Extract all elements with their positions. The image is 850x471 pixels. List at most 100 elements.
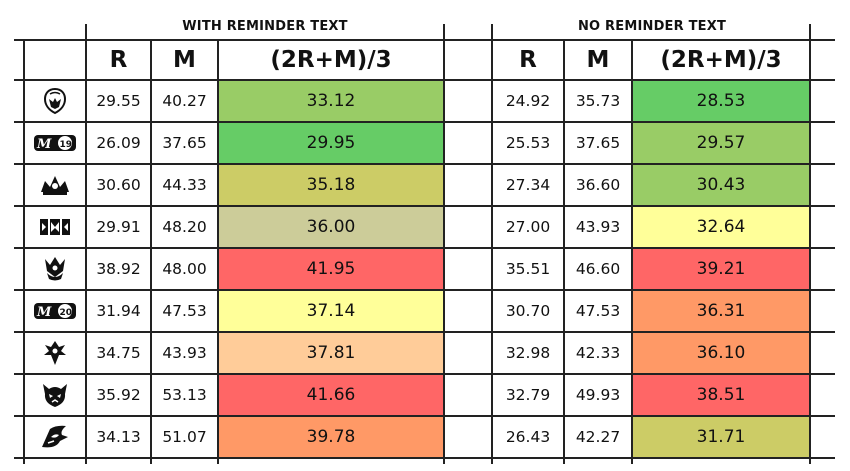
throne-icon [41, 255, 69, 283]
cell-avg-with-reminder: 37.81 [218, 332, 444, 374]
horizontal-rule [14, 247, 835, 249]
cell-avg-with-reminder: 41.66 [218, 374, 444, 416]
m20-icon: M 20 [33, 301, 77, 321]
vertical-rule [443, 24, 445, 464]
set-icon-cell: M 20 [24, 290, 86, 332]
cell-m-no-reminder: 36.60 [575, 176, 621, 194]
header-m-right: M [586, 47, 610, 73]
set-icon-cell [24, 206, 86, 248]
cell-r-no-reminder: 32.79 [505, 386, 551, 404]
cell-m-with-reminder: 37.65 [162, 134, 207, 152]
cell-r-with-reminder: 34.75 [96, 344, 141, 362]
vertical-rule [85, 24, 87, 464]
cell-m-no-reminder: 35.73 [575, 92, 621, 110]
header-r-left: R [109, 47, 128, 73]
cell-avg-with-reminder: 33.12 [218, 80, 444, 122]
horizontal-rule [14, 415, 835, 417]
vertical-rule [23, 40, 25, 464]
cell-m-with-reminder: 44.33 [162, 176, 207, 194]
cell-m-with-reminder: 47.53 [162, 302, 207, 320]
set-icon-cell [24, 416, 86, 458]
cell-r-no-reminder: 26.43 [505, 428, 551, 446]
set-icon-cell [24, 374, 86, 416]
horizontal-rule [14, 289, 835, 291]
set-icon-cell [24, 164, 86, 206]
group-title-with-reminder: WITH REMINDER TEXT [182, 18, 348, 34]
cell-avg-with-reminder: 29.95 [218, 122, 444, 164]
cell-avg-no-reminder: 32.64 [632, 206, 810, 248]
cell-r-with-reminder: 29.91 [96, 218, 141, 236]
set-icon-cell [24, 248, 86, 290]
header-m-left: M [173, 47, 196, 73]
cell-r-no-reminder: 32.98 [505, 344, 551, 362]
m19-icon: M 19 [33, 133, 77, 153]
crown-icon [38, 172, 72, 198]
vertical-rule [563, 40, 565, 464]
header-formula-right: (2R+M)/3 [660, 47, 782, 73]
cell-avg-no-reminder: 29.57 [632, 122, 810, 164]
war-of-spark-icon [38, 216, 72, 238]
header-r-right: R [519, 47, 537, 73]
cell-avg-no-reminder: 30.43 [632, 164, 810, 206]
cell-avg-no-reminder: 36.10 [632, 332, 810, 374]
vertical-rule [217, 40, 219, 464]
set-icon-cell [24, 80, 86, 122]
cell-r-no-reminder: 24.92 [505, 92, 551, 110]
cell-m-no-reminder: 43.93 [575, 218, 621, 236]
cell-avg-with-reminder: 37.14 [218, 290, 444, 332]
cell-r-with-reminder: 29.55 [96, 92, 141, 110]
set-icon-cell [24, 332, 86, 374]
vertical-rule [809, 24, 811, 464]
cell-r-with-reminder: 38.92 [96, 260, 141, 278]
cell-avg-with-reminder: 39.78 [218, 416, 444, 458]
cell-m-no-reminder: 47.53 [575, 302, 621, 320]
cell-r-with-reminder: 26.09 [96, 134, 141, 152]
vertical-rule [150, 40, 152, 464]
cell-m-with-reminder: 53.13 [162, 386, 207, 404]
horizontal-rule [14, 457, 835, 459]
cell-avg-no-reminder: 31.71 [632, 416, 810, 458]
cell-m-with-reminder: 51.07 [162, 428, 207, 446]
set-icon-cell: M 19 [24, 122, 86, 164]
cell-r-no-reminder: 27.34 [505, 176, 551, 194]
cell-r-with-reminder: 35.92 [96, 386, 141, 404]
cell-r-no-reminder: 30.70 [505, 302, 551, 320]
skull-icon [40, 381, 70, 409]
horizontal-rule [14, 331, 835, 333]
cell-avg-no-reminder: 38.51 [632, 374, 810, 416]
cell-r-no-reminder: 27.00 [505, 218, 551, 236]
cell-avg-no-reminder: 39.21 [632, 248, 810, 290]
svg-text:M: M [36, 137, 52, 152]
cell-m-no-reminder: 37.65 [575, 134, 621, 152]
cell-m-no-reminder: 49.93 [575, 386, 621, 404]
svg-text:20: 20 [60, 308, 73, 318]
cell-m-with-reminder: 43.93 [162, 344, 207, 362]
svg-text:M: M [36, 305, 52, 320]
ikoria-icon [42, 339, 68, 367]
helmet-icon [41, 87, 69, 115]
cell-avg-with-reminder: 36.00 [218, 206, 444, 248]
horizontal-rule [14, 39, 835, 41]
cell-avg-with-reminder: 41.95 [218, 248, 444, 290]
kaldheim-icon [38, 423, 72, 451]
cell-m-no-reminder: 46.60 [575, 260, 621, 278]
cell-m-no-reminder: 42.33 [575, 344, 621, 362]
cell-r-with-reminder: 30.60 [96, 176, 141, 194]
horizontal-rule [14, 79, 835, 81]
cell-m-with-reminder: 40.27 [162, 92, 207, 110]
vertical-rule [491, 24, 493, 464]
vertical-rule [631, 40, 633, 464]
horizontal-rule [14, 205, 835, 207]
cell-avg-no-reminder: 28.53 [632, 80, 810, 122]
cell-avg-no-reminder: 36.31 [632, 290, 810, 332]
group-title-no-reminder: NO REMINDER TEXT [577, 18, 727, 34]
cell-r-with-reminder: 34.13 [96, 428, 141, 446]
cell-avg-with-reminder: 35.18 [218, 164, 444, 206]
cell-r-with-reminder: 31.94 [96, 302, 141, 320]
cell-r-no-reminder: 25.53 [505, 134, 551, 152]
cell-m-with-reminder: 48.00 [162, 260, 207, 278]
horizontal-rule [14, 373, 835, 375]
cell-m-no-reminder: 42.27 [575, 428, 621, 446]
horizontal-rule [14, 163, 835, 165]
cell-r-no-reminder: 35.51 [505, 260, 551, 278]
